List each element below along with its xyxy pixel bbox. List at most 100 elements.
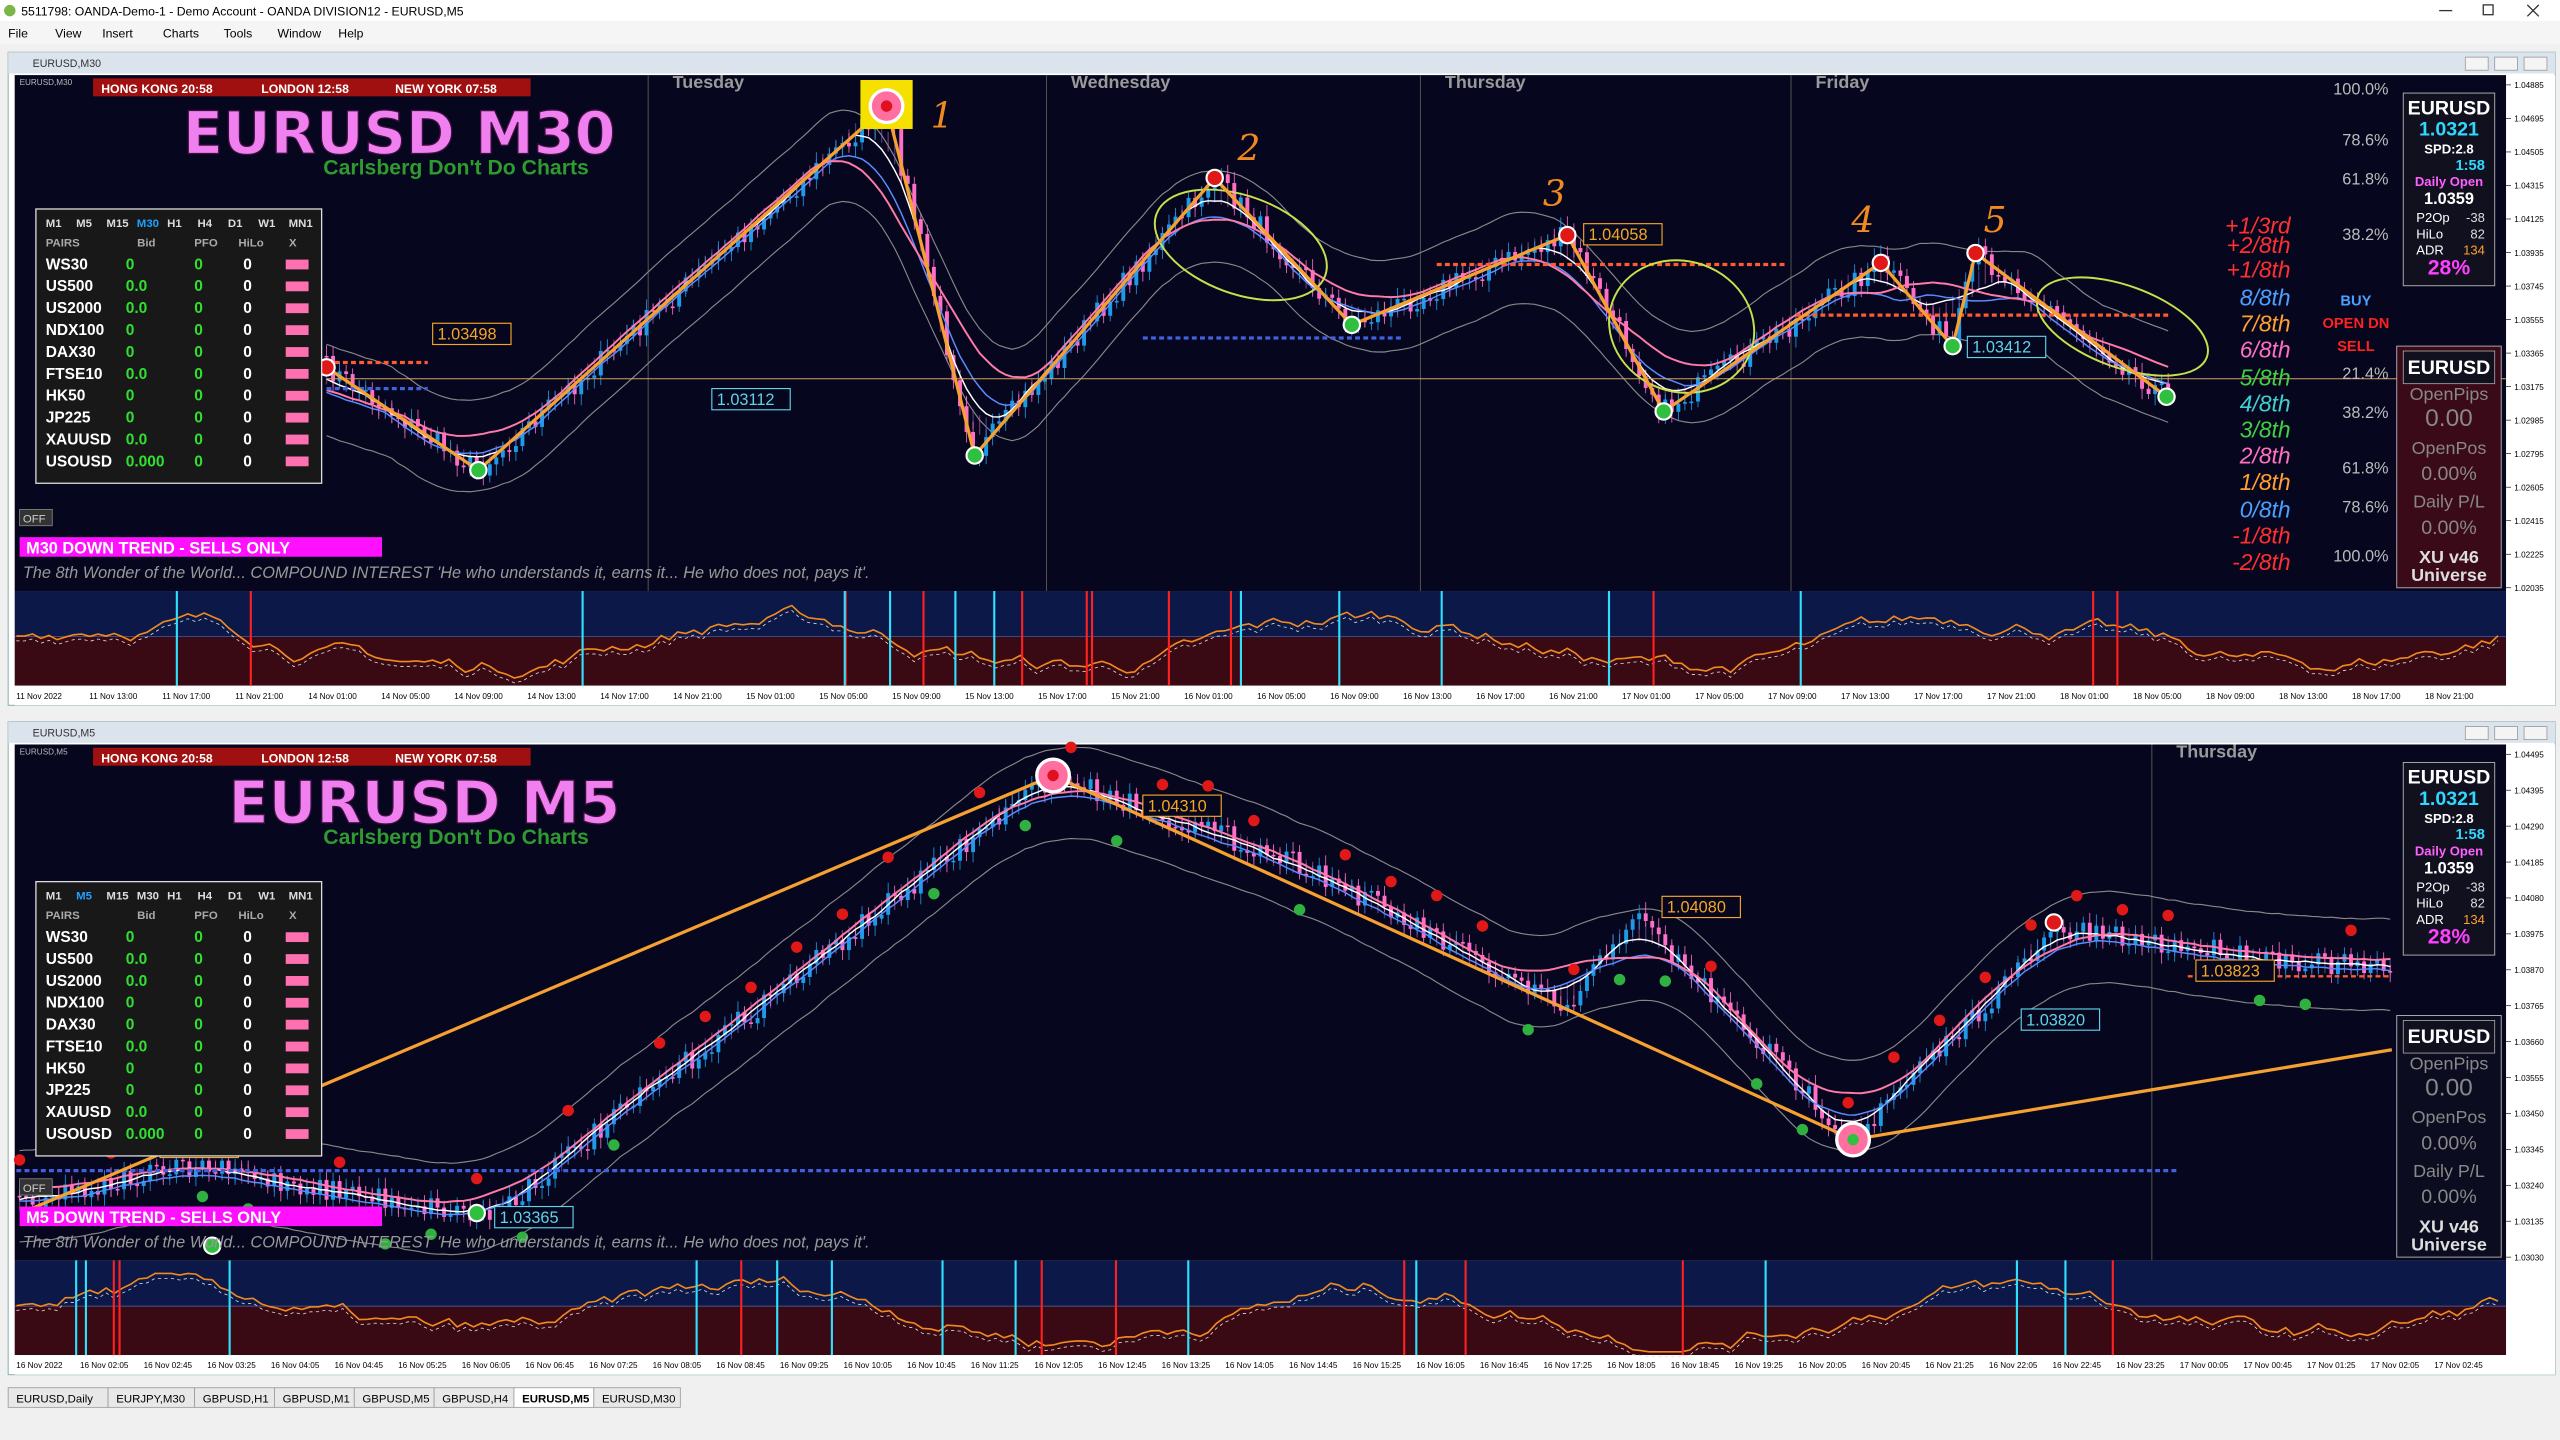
timeframe[interactable]: MN1	[289, 891, 314, 903]
chart-window-button[interactable]	[2464, 726, 2489, 740]
chart-window-button[interactable]	[2523, 726, 2548, 740]
menu-item[interactable]: Charts	[163, 27, 199, 41]
pair-close[interactable]	[285, 997, 309, 1008]
pair-close[interactable]	[285, 1019, 309, 1030]
pair-close[interactable]	[285, 1063, 309, 1074]
signal-dot-green	[608, 1139, 620, 1151]
pair-close[interactable]	[285, 1107, 309, 1118]
menu-item[interactable]: Insert	[102, 27, 133, 41]
tab-label[interactable]: GBPUSD,M5	[362, 1393, 429, 1405]
pair-close[interactable]	[285, 1085, 309, 1096]
close[interactable]	[2526, 4, 2540, 17]
timeframe[interactable]: H4	[198, 218, 213, 230]
timeframe[interactable]: D1	[228, 891, 243, 903]
murrey-level: +2/8th	[2226, 232, 2290, 258]
timeframe[interactable]: H1	[167, 891, 182, 903]
pair-close[interactable]	[285, 1129, 309, 1139]
candle-body	[1434, 299, 1439, 301]
candle-body	[2192, 946, 2197, 949]
timeframe[interactable]: M5	[76, 891, 93, 903]
pair-close[interactable]	[285, 281, 309, 292]
price-label-axis: 1.03870	[2514, 966, 2544, 975]
candle-body	[2113, 362, 2118, 367]
tab-label[interactable]: EURJPY,M30	[116, 1393, 185, 1405]
timeframe[interactable]: D1	[228, 218, 243, 230]
pair-close[interactable]	[285, 303, 309, 314]
signal-dot-green	[516, 1231, 529, 1243]
tab-label[interactable]: EURUSD,M5	[522, 1393, 590, 1405]
timeframe[interactable]: M1	[46, 218, 63, 230]
menu-item[interactable]: Help	[338, 27, 363, 41]
pair-close[interactable]	[285, 1041, 309, 1052]
off-button[interactable]	[19, 1178, 53, 1196]
murrey-level: +1/3rd	[2225, 212, 2292, 238]
timeframe[interactable]: MN1	[289, 218, 314, 230]
pair-pfo: 0	[194, 322, 203, 339]
off-button[interactable]	[19, 508, 53, 527]
candle-body	[122, 1170, 127, 1190]
timeframe[interactable]: M30	[137, 218, 159, 230]
timeframe[interactable]: M30	[137, 891, 159, 903]
pair-close[interactable]	[285, 412, 309, 423]
pair-bid: 0.0	[126, 431, 148, 448]
pair-close[interactable]	[285, 932, 309, 943]
pair-close[interactable]	[285, 259, 309, 270]
candle-body	[461, 1205, 466, 1209]
pair-close[interactable]	[285, 954, 309, 964]
candle-body	[860, 119, 864, 143]
pair-close[interactable]	[285, 456, 309, 467]
candle-body	[1264, 216, 1269, 243]
timeframe[interactable]: H1	[167, 218, 182, 230]
tab-label[interactable]: GBPUSD,H4	[442, 1393, 509, 1405]
candle-body	[853, 142, 858, 147]
chart-titlebar	[8, 52, 2556, 74]
pair-close[interactable]	[285, 390, 309, 401]
candle-body	[1460, 942, 1465, 944]
pair-close[interactable]	[285, 368, 309, 379]
timeframe[interactable]: M15	[106, 891, 129, 903]
trend-banner	[19, 537, 383, 557]
pair-bid: 0	[126, 1082, 135, 1099]
tab-label[interactable]: GBPUSD,H1	[203, 1393, 269, 1405]
tab-label[interactable]: EURUSD,Daily	[16, 1393, 93, 1405]
menu-item[interactable]: File	[8, 27, 28, 41]
candle-body	[958, 839, 962, 861]
candle-body	[918, 219, 923, 234]
time-label: 18 Nov 13:00	[2279, 692, 2328, 701]
trend-banner	[19, 1206, 383, 1227]
pair-close[interactable]	[285, 434, 309, 445]
chart-window-button[interactable]	[2494, 56, 2518, 71]
candle-body	[1643, 913, 1648, 922]
pair-name: US2000	[46, 973, 102, 990]
tab-label[interactable]: EURUSD,M30	[602, 1393, 676, 1405]
timeframe[interactable]: M5	[76, 218, 93, 230]
pair-close[interactable]	[285, 325, 309, 336]
timeframe[interactable]: M15	[106, 218, 129, 230]
price-label: 1.04080	[1667, 899, 1726, 917]
menu-item[interactable]: Window	[278, 27, 322, 41]
off-label: OFF	[23, 1183, 46, 1195]
chart-window-button[interactable]	[2523, 56, 2548, 71]
tab-label[interactable]: GBPUSD,M1	[283, 1393, 350, 1405]
menu-item[interactable]: Tools	[224, 27, 253, 41]
chart-window-button[interactable]	[2494, 726, 2518, 740]
window-controls[interactable]	[2439, 4, 2540, 17]
timeframe[interactable]: H4	[198, 891, 213, 903]
candle-body	[572, 385, 577, 395]
pair-close[interactable]	[285, 976, 309, 986]
pair-hilo: 0	[243, 322, 252, 339]
candle-body	[1650, 921, 1655, 928]
tab[interactable]	[593, 1387, 681, 1408]
pair-close[interactable]	[285, 347, 309, 357]
menu-item[interactable]: View	[55, 27, 81, 41]
timeframe[interactable]: W1	[258, 891, 276, 903]
time-label: 16 Nov 05:00	[1257, 692, 1306, 701]
restore[interactable]	[2482, 4, 2494, 16]
pair-bid: 0	[126, 388, 135, 405]
timeframe[interactable]: M1	[46, 891, 63, 903]
candle-body	[1467, 277, 1472, 279]
chart-window-button[interactable]	[2464, 56, 2489, 71]
indicator-signal	[16, 1277, 2499, 1358]
timeframe[interactable]: W1	[258, 218, 276, 230]
pair-hilo: 0	[243, 951, 252, 968]
